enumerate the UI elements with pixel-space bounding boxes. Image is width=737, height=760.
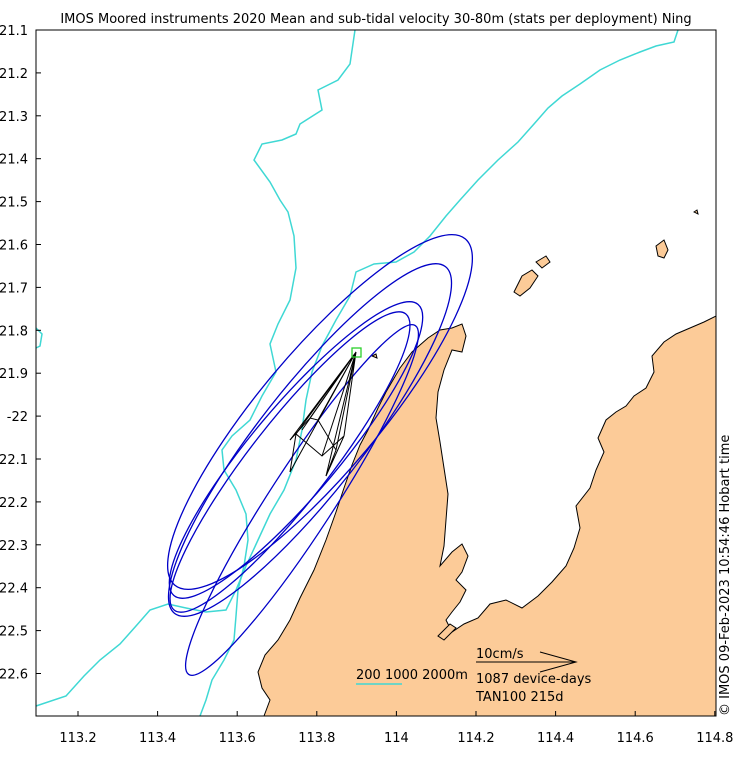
x-tick-label: 114.4 xyxy=(537,731,574,746)
y-tick-label: 22.6 xyxy=(0,668,28,683)
island-2 xyxy=(535,255,551,269)
island-5 xyxy=(437,623,457,641)
mainland-land xyxy=(257,315,717,717)
y-tick-label: 21.3 xyxy=(0,110,28,125)
legend-station: TAN100 215d xyxy=(475,690,564,705)
x-tick-label: 114.8 xyxy=(696,731,733,746)
velocity-ellipse-1 xyxy=(166,233,474,591)
y-tick-label: 21.1 xyxy=(0,24,28,39)
island-4 xyxy=(693,209,699,215)
x-tick-label: 113.8 xyxy=(298,731,335,746)
y-tick-label: 21.7 xyxy=(0,281,28,296)
y-tick-label: 22.4 xyxy=(0,582,28,597)
velocity-ellipse-4 xyxy=(169,311,411,613)
y-tick-label: 21.6 xyxy=(0,239,28,254)
velocity-ellipse-3 xyxy=(168,301,424,599)
y-tick-label: 22.3 xyxy=(0,539,28,554)
y-tick-label: 21.9 xyxy=(0,367,28,382)
isobath-1000m xyxy=(35,29,679,707)
x-tick-label: 114.2 xyxy=(457,731,494,746)
y-tick-label: 21.8 xyxy=(0,324,28,339)
x-tick-label: 114.6 xyxy=(617,731,654,746)
isobath-2000m xyxy=(35,327,43,349)
legend-scale-arrowhead xyxy=(539,651,578,673)
timestamp-label: © IMOS 09-Feb-2023 10:54:46 Hobart time xyxy=(718,435,733,716)
plot-content: 10cm/s 1087 device-days TAN100 215d 200 … xyxy=(35,29,717,717)
x-tick-label: 114 xyxy=(384,731,409,746)
y-tick-label: 21.4 xyxy=(0,153,28,168)
y-tick-label: 22.5 xyxy=(0,625,28,640)
legend-scale-label: 10cm/s xyxy=(476,647,524,662)
y-axis: 21.1 21.2 21.3 21.4 21.5 21.6 21.7 21.8 21.9 -22 2… xyxy=(0,24,41,683)
velocity-vector-1 xyxy=(289,351,357,477)
x-tick-label: 113.2 xyxy=(59,731,96,746)
mooring-marker xyxy=(351,347,362,358)
isobath-200m xyxy=(199,29,356,717)
island-6 xyxy=(370,353,378,359)
map-title: IMOS Moored instruments 2020 Mean and su… xyxy=(60,12,691,27)
x-tick-label: 113.4 xyxy=(139,731,176,746)
x-axis: 113.2 113.4 113.6 113.8 114 114.2 114.4 114.6 11… xyxy=(59,711,733,746)
legend: 10cm/s 1087 device-days TAN100 215d 200 … xyxy=(356,647,592,705)
y-tick-label: -22 xyxy=(7,410,28,425)
legend-isobaths-label: 200 1000 2000m xyxy=(356,668,468,683)
velocity-ellipse-2 xyxy=(167,263,453,617)
legend-device-days: 1087 device-days xyxy=(476,672,592,687)
island-1 xyxy=(513,269,539,297)
y-tick-label: 22.1 xyxy=(0,453,28,468)
y-tick-label: 21.5 xyxy=(0,196,28,211)
velocity-ellipse-5 xyxy=(184,324,420,676)
x-tick-label: 113.6 xyxy=(219,731,256,746)
velocity-vector-2 xyxy=(289,417,345,477)
y-tick-label: 22.2 xyxy=(0,496,28,511)
y-tick-label: 21.2 xyxy=(0,67,28,82)
island-3 xyxy=(655,239,669,259)
